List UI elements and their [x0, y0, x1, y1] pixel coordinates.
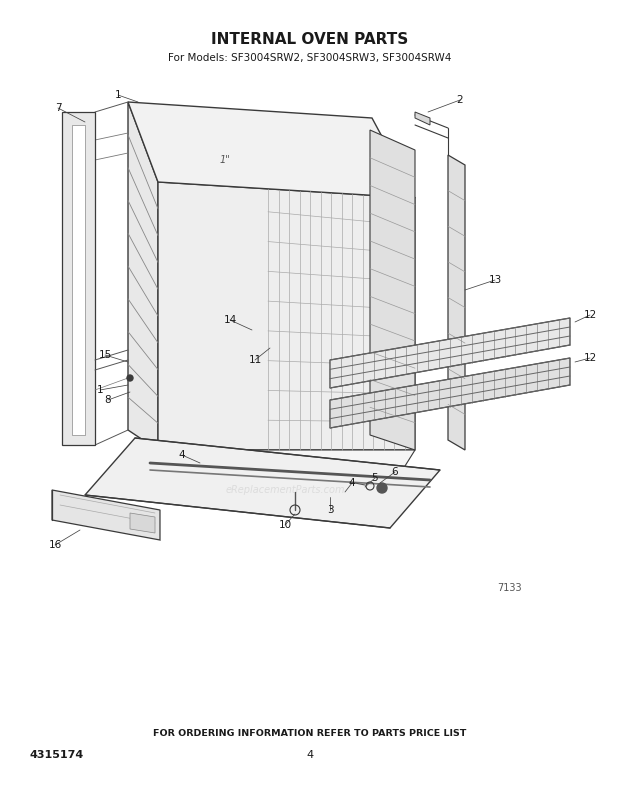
Polygon shape	[448, 155, 465, 450]
Polygon shape	[330, 318, 570, 388]
Polygon shape	[330, 358, 570, 428]
Circle shape	[127, 375, 133, 381]
Polygon shape	[158, 182, 415, 450]
Text: 2: 2	[457, 95, 463, 105]
Text: 1: 1	[97, 385, 104, 395]
Circle shape	[377, 483, 387, 493]
Text: FOR ORDERING INFORMATION REFER TO PARTS PRICE LIST: FOR ORDERING INFORMATION REFER TO PARTS …	[153, 729, 467, 737]
Text: 1": 1"	[219, 155, 231, 165]
Polygon shape	[133, 450, 415, 490]
Text: 13: 13	[489, 275, 502, 285]
Text: 10: 10	[278, 520, 291, 530]
Text: 12: 12	[583, 310, 596, 320]
Text: 4: 4	[348, 478, 355, 488]
Polygon shape	[128, 102, 415, 198]
Polygon shape	[130, 513, 155, 533]
Polygon shape	[128, 102, 158, 450]
Text: 15: 15	[99, 350, 112, 360]
Text: 6: 6	[392, 467, 398, 477]
Text: 5: 5	[371, 473, 378, 483]
Text: 4: 4	[179, 450, 185, 460]
Text: 3: 3	[327, 505, 334, 515]
Polygon shape	[72, 125, 85, 435]
Text: 12: 12	[583, 353, 596, 363]
Text: 4: 4	[306, 750, 314, 760]
Text: INTERNAL OVEN PARTS: INTERNAL OVEN PARTS	[211, 32, 409, 47]
Text: 7133: 7133	[498, 583, 522, 593]
Polygon shape	[370, 130, 415, 450]
Text: 4315174: 4315174	[30, 750, 84, 760]
Text: For Models: SF3004SRW2, SF3004SRW3, SF3004SRW4: For Models: SF3004SRW2, SF3004SRW3, SF30…	[168, 53, 452, 63]
Text: eReplacementParts.com: eReplacementParts.com	[225, 485, 345, 495]
Polygon shape	[62, 112, 95, 445]
Text: 8: 8	[105, 395, 112, 405]
Polygon shape	[85, 438, 440, 528]
Text: 1: 1	[115, 90, 122, 100]
Text: 14: 14	[223, 315, 237, 325]
Text: 16: 16	[48, 540, 61, 550]
Polygon shape	[52, 490, 160, 540]
Text: 7: 7	[55, 103, 61, 113]
Text: 11: 11	[249, 355, 262, 365]
Polygon shape	[415, 112, 430, 125]
